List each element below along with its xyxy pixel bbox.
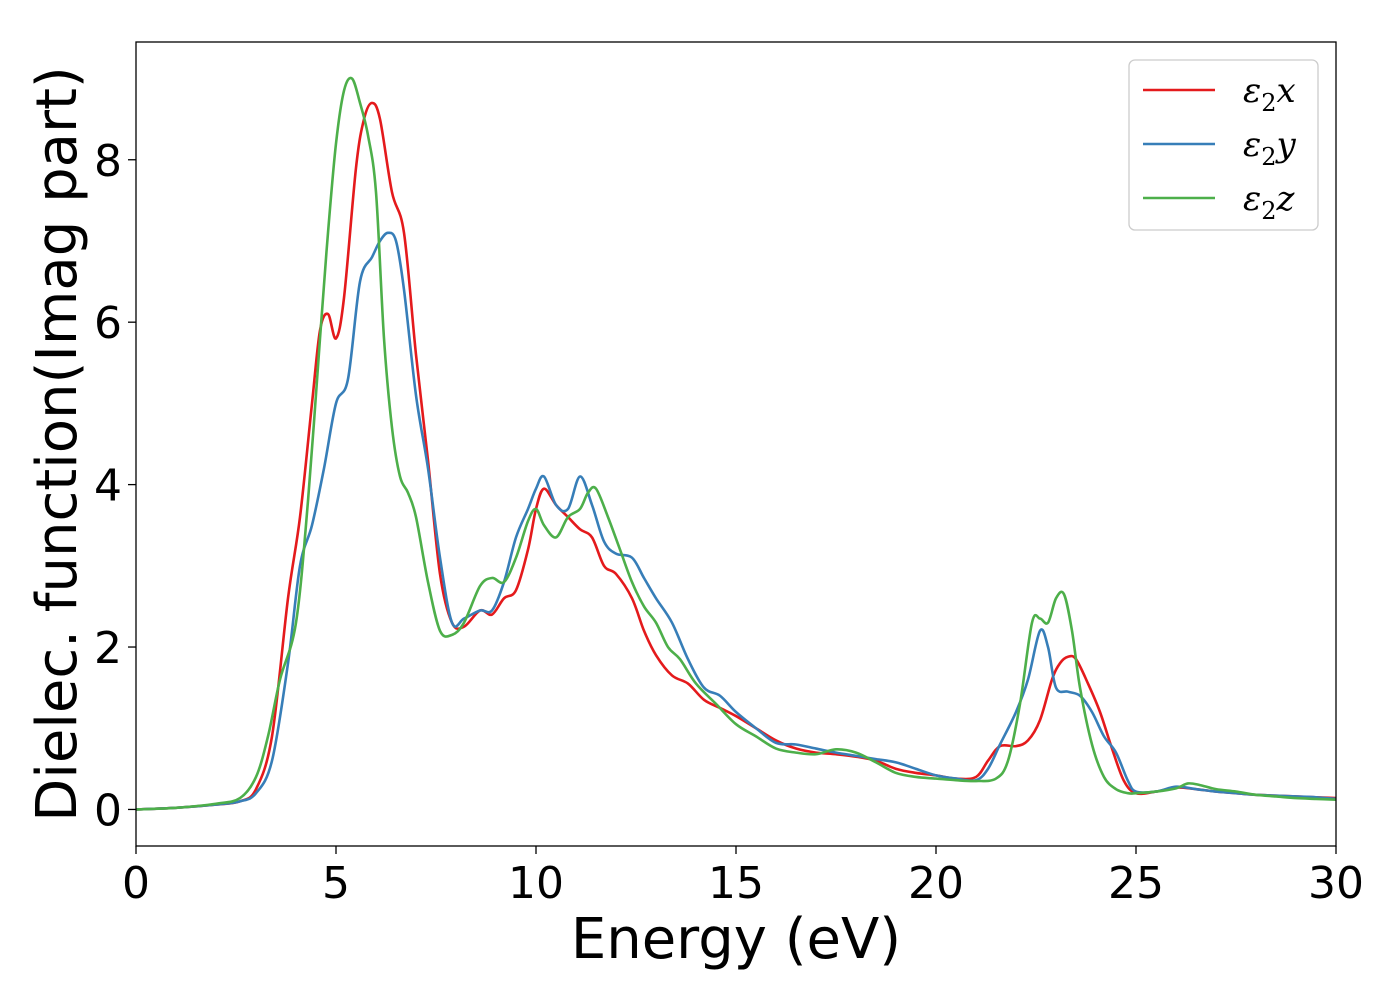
legend-epsilon: ε (1243, 179, 1261, 219)
tick-layer: 0 5 10 15 20 25 30 0 2 4 6 8 (94, 136, 1364, 909)
series-line-x (136, 101, 1336, 811)
y-tick-label: 6 (94, 298, 122, 349)
legend-box (1128, 59, 1319, 231)
series-layer (136, 76, 1336, 811)
series-line-z (136, 76, 1336, 811)
legend-axis: z (1276, 179, 1296, 219)
legend-label-x: ε2x (1243, 71, 1296, 117)
y-axis-label: Dielec. function(Imag part) (25, 66, 90, 822)
x-tick-label: 20 (908, 858, 964, 909)
y-tick-label: 4 (94, 461, 122, 512)
x-tick-label: 5 (322, 858, 350, 909)
legend-subscript: 2 (1261, 89, 1276, 117)
x-tick-label: 15 (708, 858, 764, 909)
legend-epsilon: ε (1243, 71, 1261, 111)
legend-label-y: ε2y (1243, 125, 1297, 171)
y-tick-label: 0 (94, 785, 122, 836)
legend-axis: x (1277, 71, 1296, 111)
y-tick-label: 8 (94, 136, 122, 187)
x-tick-label: 25 (1108, 858, 1164, 909)
legend-epsilon: ε (1243, 125, 1261, 165)
legend-label-z: ε2z (1243, 179, 1296, 225)
legend-subscript: 2 (1261, 143, 1276, 171)
series-line-y (136, 231, 1336, 811)
x-tick-label: 30 (1308, 858, 1364, 909)
legend-axis: y (1275, 125, 1297, 165)
x-tick-label: 10 (508, 858, 564, 909)
x-tick-label: 0 (122, 858, 150, 909)
x-axis-label: Energy (eV) (571, 907, 901, 972)
legend-subscript: 2 (1261, 197, 1276, 225)
y-tick-label: 2 (94, 623, 122, 674)
